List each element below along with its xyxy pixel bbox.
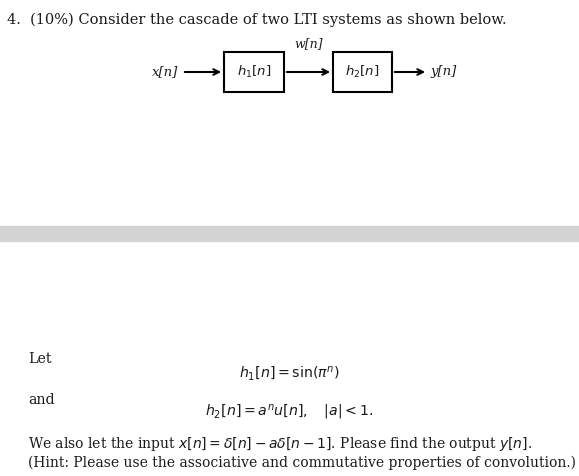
Bar	[333, 52, 392, 92]
Bar	[0, 226, 579, 241]
Text: We also let the input $x[n] = \delta[n] - a\delta[n-1]$. Please find the output : We also let the input $x[n] = \delta[n] …	[28, 435, 532, 453]
Text: w[n]: w[n]	[294, 37, 323, 50]
Text: $h_2[n] = a^n u[n], \quad |a| < 1.$: $h_2[n] = a^n u[n], \quad |a| < 1.$	[205, 403, 373, 422]
Text: 4.  (10%) Consider the cascade of two LTI systems as shown below.: 4. (10%) Consider the cascade of two LTI…	[7, 13, 507, 28]
Text: $h_2[n]$: $h_2[n]$	[345, 64, 380, 80]
Text: $h_1[n] = \sin(\pi^n)$: $h_1[n] = \sin(\pi^n)$	[239, 364, 339, 382]
Text: $h_1[n]$: $h_1[n]$	[237, 64, 271, 80]
Text: Let: Let	[28, 352, 52, 366]
Text: y[n]: y[n]	[430, 66, 456, 79]
Text: and: and	[28, 393, 54, 407]
Bar	[224, 52, 284, 92]
Text: x[n]: x[n]	[152, 66, 178, 79]
Text: (Hint: Please use the associative and commutative properties of convolution.): (Hint: Please use the associative and co…	[28, 456, 576, 470]
